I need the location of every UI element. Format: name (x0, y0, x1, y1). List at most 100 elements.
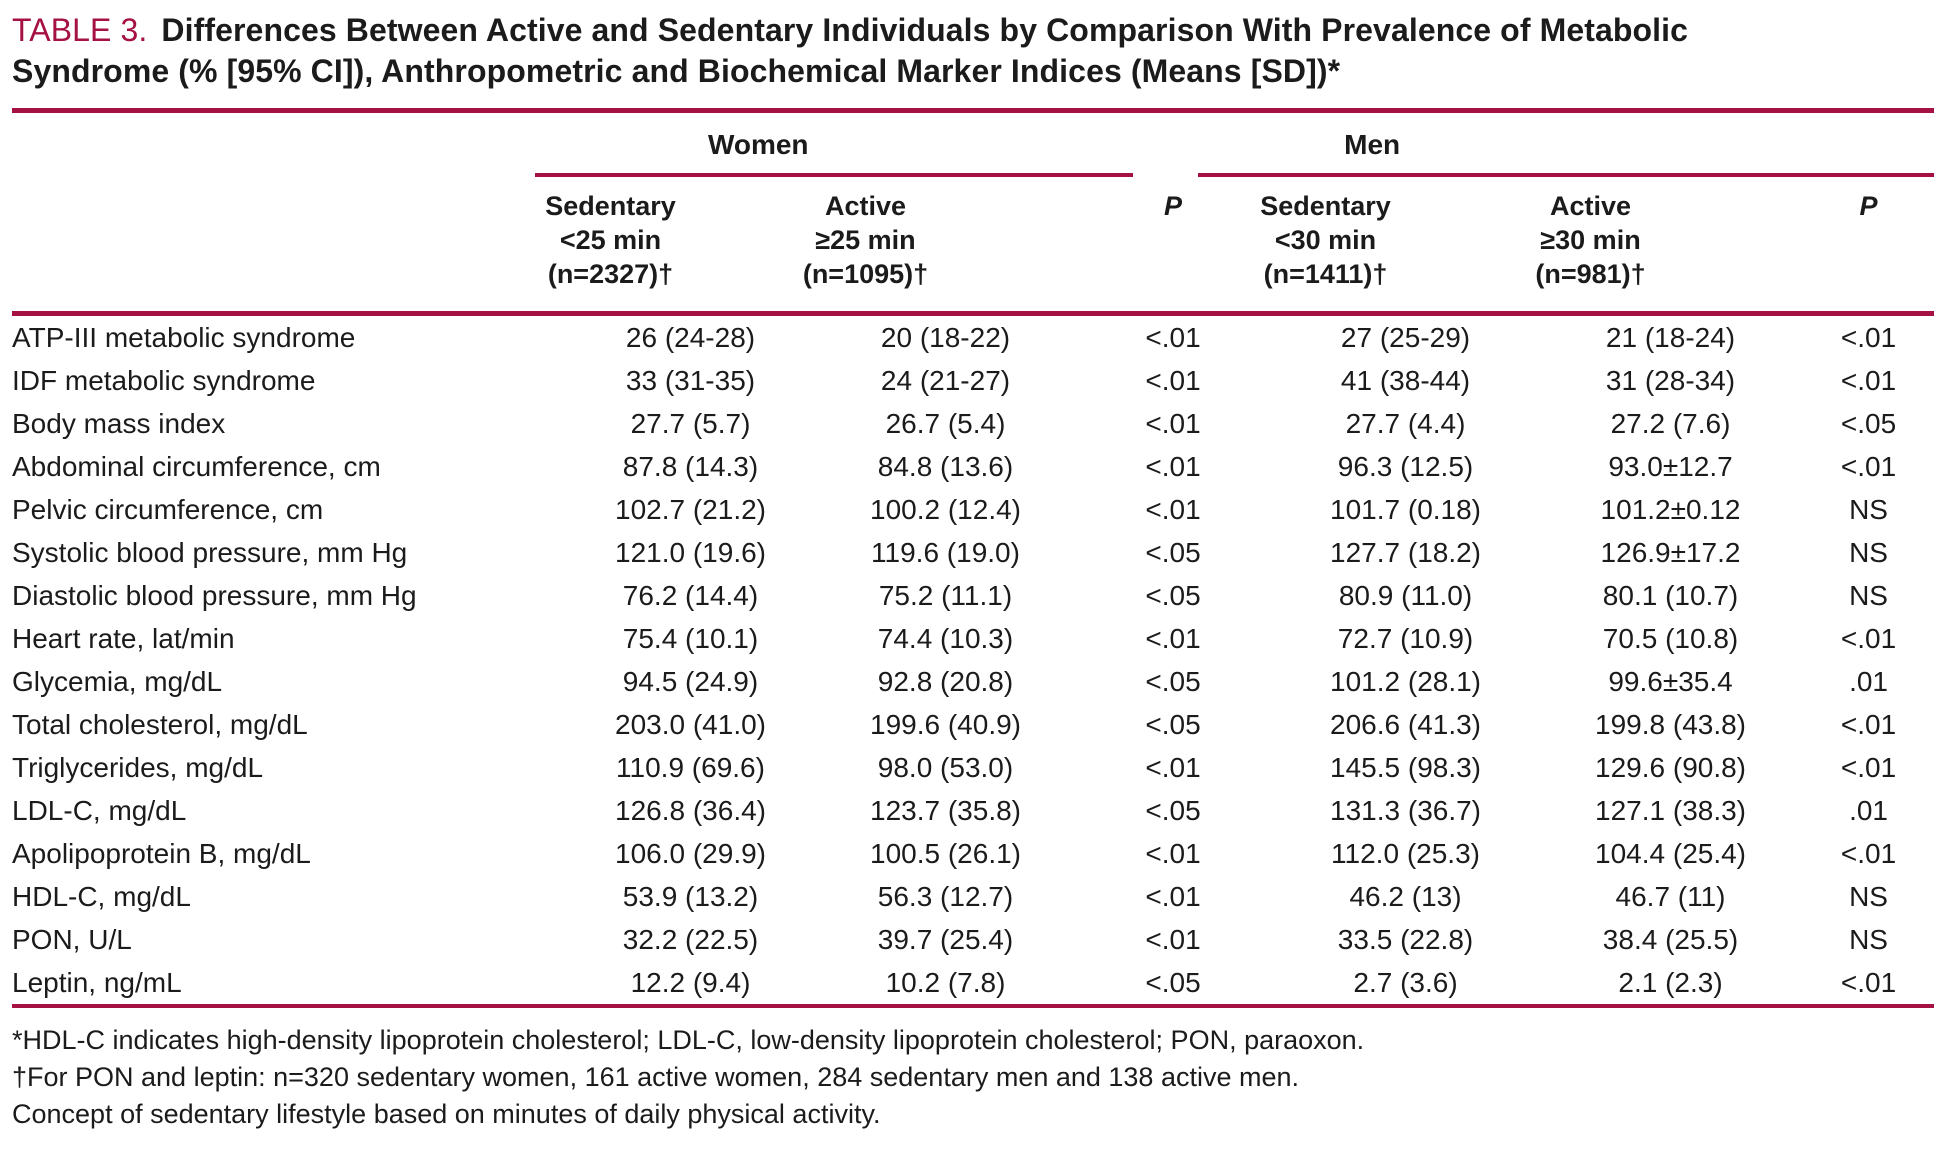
column-header-women-p: P (1073, 177, 1274, 316)
men-sedentary-value: 2.7 (3.6) (1353, 966, 1458, 998)
men-sedentary-value: 206.6 (41.3) (1330, 708, 1482, 740)
women-active-value: 10.2 (7.8) (885, 966, 1006, 998)
table-row: PON, U/L 32.2 (22.5) 39.7 (25.4) <.01 33… (12, 918, 1934, 961)
men-active-value: 104.4 (25.4) (1595, 837, 1747, 869)
men-sedentary-value: 112.0 (25.3) (1331, 837, 1480, 869)
men-active-value: 21 (18-24) (1605, 321, 1736, 353)
data-table: Women Men Sedentary <25 min (n=2327)† (12, 113, 1935, 1005)
footnote-abbreviations: *HDL-C indicates high-density lipoprotei… (12, 1025, 1365, 1055)
column-header-line: Sedentary (545, 191, 676, 221)
variable-column-header (12, 177, 563, 316)
women-sedentary-value: 75.4 (10.1) (622, 622, 759, 654)
group-header-men: Men (1198, 113, 1935, 177)
table-number: TABLE 3. (12, 12, 148, 48)
table-row: Heart rate, lat/min 75.4 (10.1) 74.4 (10… (12, 617, 1934, 660)
men-p-value: <.05 (1840, 407, 1897, 439)
bottom-divider (12, 1004, 1934, 1008)
row-label: ATP-III metabolic syndrome (12, 321, 356, 353)
women-sedentary-value: 126.8 (36.4) (615, 794, 766, 826)
women-sedentary-value: 106.0 (29.9) (615, 837, 766, 869)
table-row: Apolipoprotein B, mg/dL 106.0 (29.9) 100… (12, 832, 1934, 875)
men-p-value: <.01 (1840, 450, 1897, 482)
women-sedentary-value: 53.9 (13.2) (622, 880, 759, 912)
women-active-value: 199.6 (40.9) (870, 708, 1021, 740)
table-row: LDL-C, mg/dL 126.8 (36.4) 123.7 (35.8) <… (12, 789, 1934, 832)
women-active-value: 100.5 (26.1) (870, 837, 1021, 869)
men-p-value: NS (1849, 493, 1888, 525)
group-header-row: Women Men (12, 113, 1935, 177)
men-p-value: <.01 (1840, 321, 1897, 353)
column-header-women-sedentary: Sedentary <25 min (n=2327)† (545, 177, 818, 316)
men-p-value: <.01 (1840, 708, 1897, 740)
women-p-value: <.01 (1145, 450, 1201, 482)
group-header-spacer (12, 113, 563, 177)
women-active-value: 24 (21-27) (880, 364, 1011, 396)
table-body: ATP-III metabolic syndrome 26 (24-28) 20… (12, 314, 1934, 1005)
women-p-value: <.01 (1145, 751, 1201, 783)
women-p-value: <.01 (1145, 364, 1201, 396)
women-sedentary-value: 12.2 (9.4) (630, 966, 751, 998)
men-active-value: 129.6 (90.8) (1595, 751, 1747, 783)
column-header-line: P (1164, 191, 1183, 221)
women-active-value: 56.3 (12.7) (877, 880, 1014, 912)
men-active-value: 70.5 (10.8) (1602, 622, 1739, 654)
table-row: Total cholesterol, mg/dL 203.0 (41.0) 19… (12, 703, 1934, 746)
men-active-value: 126.9±17.2 (1600, 536, 1741, 568)
column-header-line: ≥30 min (1540, 225, 1641, 255)
men-sedentary-value: 131.3 (36.7) (1330, 794, 1482, 826)
column-header-line: Sedentary (1260, 191, 1391, 221)
table-row: Body mass index 27.7 (5.7) 26.7 (5.4) <.… (12, 402, 1934, 445)
men-sedentary-value: 27.7 (4.4) (1345, 407, 1466, 439)
row-label: Diastolic blood pressure, mm Hg (12, 579, 417, 611)
footnotes: *HDL-C indicates high-density lipoprotei… (12, 1022, 1934, 1133)
men-p-value: <.01 (1840, 364, 1897, 396)
table-row: Glycemia, mg/dL 94.5 (24.9) 92.8 (20.8) … (12, 660, 1934, 703)
men-active-value: 127.1 (38.3) (1595, 794, 1747, 826)
men-sedentary-value: 101.7 (0.18) (1330, 493, 1482, 525)
group-label-men: Men (1344, 129, 1401, 160)
top-divider (12, 108, 1934, 113)
women-p-value: <.05 (1145, 665, 1201, 697)
men-p-value: NS (1849, 923, 1888, 955)
women-p-value: <.01 (1145, 321, 1201, 353)
row-label: IDF metabolic syndrome (12, 364, 316, 396)
column-header-line: <30 min (1274, 225, 1377, 255)
women-p-value: <.05 (1145, 966, 1201, 998)
table-row: Diastolic blood pressure, mm Hg 76.2 (14… (12, 574, 1934, 617)
row-label: Apolipoprotein B, mg/dL (12, 837, 311, 869)
women-p-value: <.05 (1145, 794, 1201, 826)
row-label: Glycemia, mg/dL (12, 665, 223, 697)
column-header-line: Active (1549, 191, 1632, 221)
row-label: LDL-C, mg/dL (12, 794, 187, 826)
women-sedentary-value: 26 (24-28) (625, 321, 756, 353)
column-header-line: (n=1411)† (1263, 259, 1388, 289)
title-line-1: Differences Between Active and Sedentary… (161, 12, 1689, 48)
men-p-value: <.01 (1840, 622, 1897, 654)
women-p-value: <.01 (1145, 880, 1201, 912)
women-p-value: <.01 (1145, 622, 1201, 654)
footnote-sample-sizes: †For PON and leptin: n=320 sedentary wom… (12, 1062, 1300, 1092)
men-active-value: 27.2 (7.6) (1610, 407, 1731, 439)
men-p-value: .01 (1849, 794, 1888, 826)
women-active-value: 39.7 (25.4) (877, 923, 1014, 955)
men-sedentary-value: 96.3 (12.5) (1337, 450, 1474, 482)
row-label: Systolic blood pressure, mm Hg (12, 536, 408, 568)
men-active-value: 101.2±0.12 (1600, 493, 1741, 525)
men-sedentary-value: 72.7 (10.9) (1337, 622, 1474, 654)
row-label: Total cholesterol, mg/dL (12, 708, 308, 740)
women-sedentary-value: 76.2 (14.4) (622, 579, 759, 611)
women-sedentary-value: 121.0 (19.6) (615, 536, 766, 568)
table-figure: TABLE 3. Differences Between Active and S… (12, 10, 1935, 1133)
women-active-value: 26.7 (5.4) (885, 407, 1006, 439)
women-active-value: 100.2 (12.4) (870, 493, 1021, 525)
men-p-value: <.01 (1840, 837, 1897, 869)
column-header-men-active: Active ≥30 min (n=981)† (1535, 177, 1804, 316)
men-p-value: NS (1849, 536, 1888, 568)
women-sedentary-value: 32.2 (22.5) (622, 923, 759, 955)
women-active-value: 20 (18-22) (880, 321, 1011, 353)
table-row: HDL-C, mg/dL 53.9 (13.2) 56.3 (12.7) <.0… (12, 875, 1934, 918)
men-sedentary-value: 27 (25-29) (1340, 321, 1471, 353)
women-sedentary-value: 87.8 (14.3) (622, 450, 759, 482)
women-p-value: <.01 (1145, 923, 1201, 955)
men-sedentary-value: 145.5 (98.3) (1330, 751, 1482, 783)
